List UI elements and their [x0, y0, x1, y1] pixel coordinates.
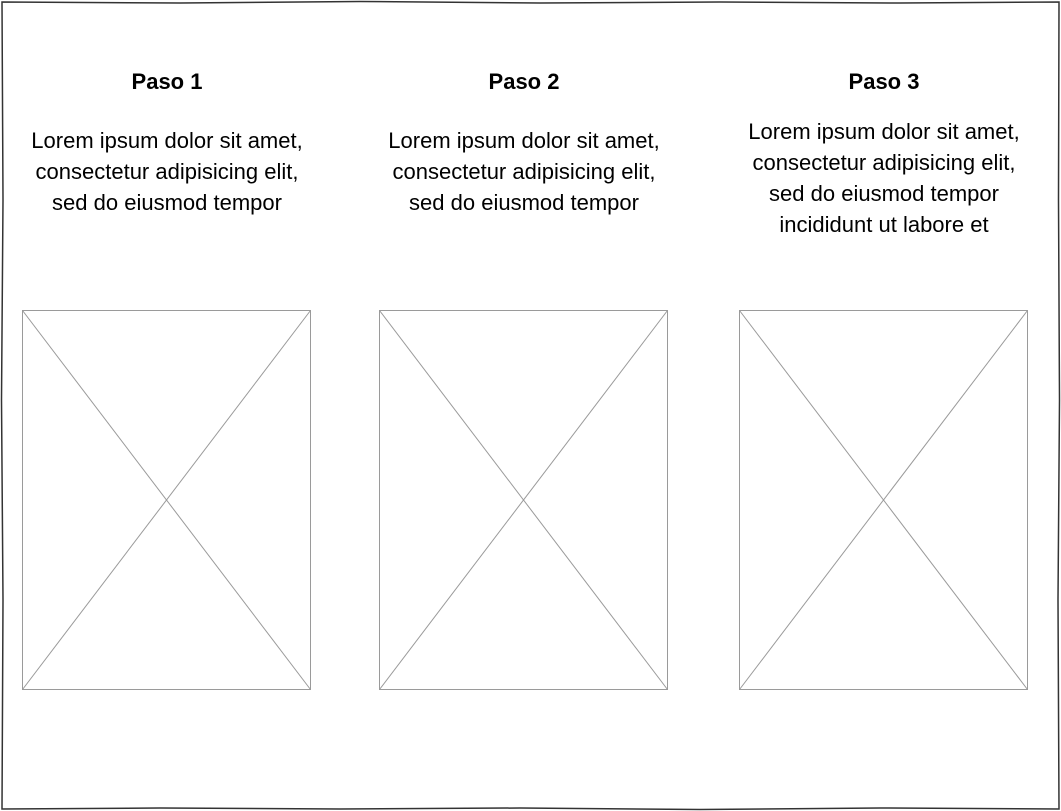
- step-1-title: Paso 1: [131, 69, 203, 94]
- step-1-image-placeholder: [22, 310, 311, 690]
- step-2-description: Lorem ipsum dolor sit amet, consectetur …: [388, 128, 660, 215]
- step-3-title: Paso 3: [848, 69, 920, 94]
- step-2-image-placeholder: [379, 310, 668, 690]
- step-3-description: Lorem ipsum dolor sit amet, consectetur …: [748, 119, 1020, 237]
- step-3-image-placeholder: [739, 310, 1028, 690]
- step-1-description: Lorem ipsum dolor sit amet, consectetur …: [31, 128, 303, 215]
- step-2-title: Paso 2: [488, 69, 560, 94]
